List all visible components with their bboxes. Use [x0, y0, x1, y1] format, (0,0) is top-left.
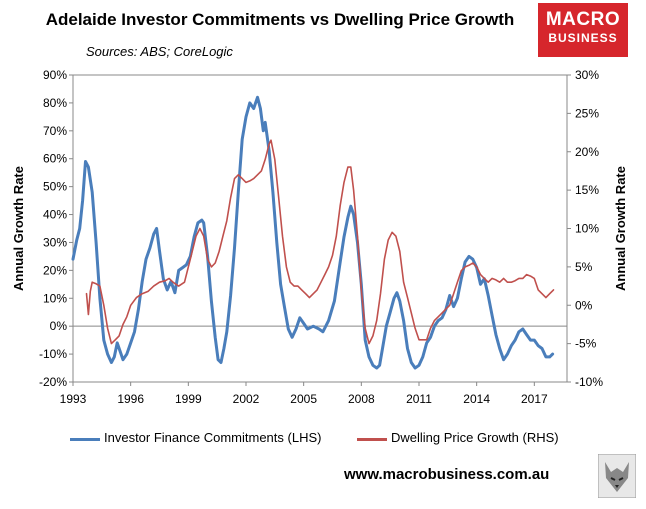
left-axis-tick-label: 60% [43, 152, 67, 166]
left-axis-tick-label: 50% [43, 180, 67, 194]
right-axis-tick-label: -5% [575, 337, 597, 351]
left-axis-tick-label: 0% [50, 319, 68, 333]
legend-swatch-investor [70, 438, 100, 441]
right-axis-tick-label: 30% [575, 68, 599, 82]
left-axis-title: Annual Growth Rate [11, 166, 26, 291]
line-chart: -20% -10% 0% 10% 20% 30% 40% 50% 60% 70% 80% 90% -10… [11, 68, 628, 406]
x-axis-tick-label: 2002 [233, 392, 260, 406]
logo-line1: MACRO [545, 9, 621, 30]
left-axis-tick-label: 40% [43, 208, 67, 222]
right-axis-tick-label: 10% [575, 222, 599, 236]
website-url: www.macrobusiness.com.au [344, 466, 550, 483]
x-axis-tick-label: 1993 [60, 392, 87, 406]
x-axis-tick-label: 2011 [406, 392, 432, 406]
x-axis-tick-label: 1999 [175, 392, 202, 406]
legend-swatch-dwelling [357, 438, 387, 441]
wolf-logo-icon [598, 454, 636, 498]
left-axis-tick-label: -20% [39, 375, 67, 389]
right-axis-tick-label: 0% [575, 298, 593, 312]
right-axis-tick-label: 15% [575, 183, 599, 197]
right-axis-title: Annual Growth Rate [613, 166, 628, 291]
right-axis-tick-label: -10% [575, 375, 603, 389]
left-axis-tick-label: 90% [43, 68, 67, 82]
left-axis-tick-label: 20% [43, 263, 67, 277]
legend-label-investor: Investor Finance Commitments (LHS) [104, 430, 322, 445]
right-axis-tick-label: 20% [575, 145, 599, 159]
chart-subtitle: Sources: ABS; CoreLogic [86, 44, 233, 59]
macrobusiness-logo: MACRO BUSINESS [538, 3, 628, 57]
logo-line2: BUSINESS [548, 31, 618, 45]
x-axis-tick-label: 2005 [290, 392, 317, 406]
left-axis-tick-label: -10% [39, 347, 67, 361]
left-axis-tick-label: 30% [43, 235, 67, 249]
left-axis-tick-label: 10% [43, 291, 67, 305]
right-axis-tick-label: 5% [575, 260, 593, 274]
series-line-dwelling-price [85, 139, 555, 345]
chart-title: Adelaide Investor Commitments vs Dwellin… [45, 10, 515, 29]
series-line-investor-finance [71, 95, 555, 370]
left-axis-tick-label: 80% [43, 96, 67, 110]
plot-area [72, 74, 568, 383]
x-axis-tick-label: 2014 [463, 392, 490, 406]
x-axis-tick-label: 2017 [521, 392, 548, 406]
legend-label-dwelling: Dwelling Price Growth (RHS) [391, 430, 559, 445]
x-axis-tick-label: 1996 [117, 392, 144, 406]
left-axis-tick-label: 70% [43, 124, 67, 138]
x-axis-tick-label: 2008 [348, 392, 375, 406]
right-axis-tick-label: 25% [575, 106, 599, 120]
